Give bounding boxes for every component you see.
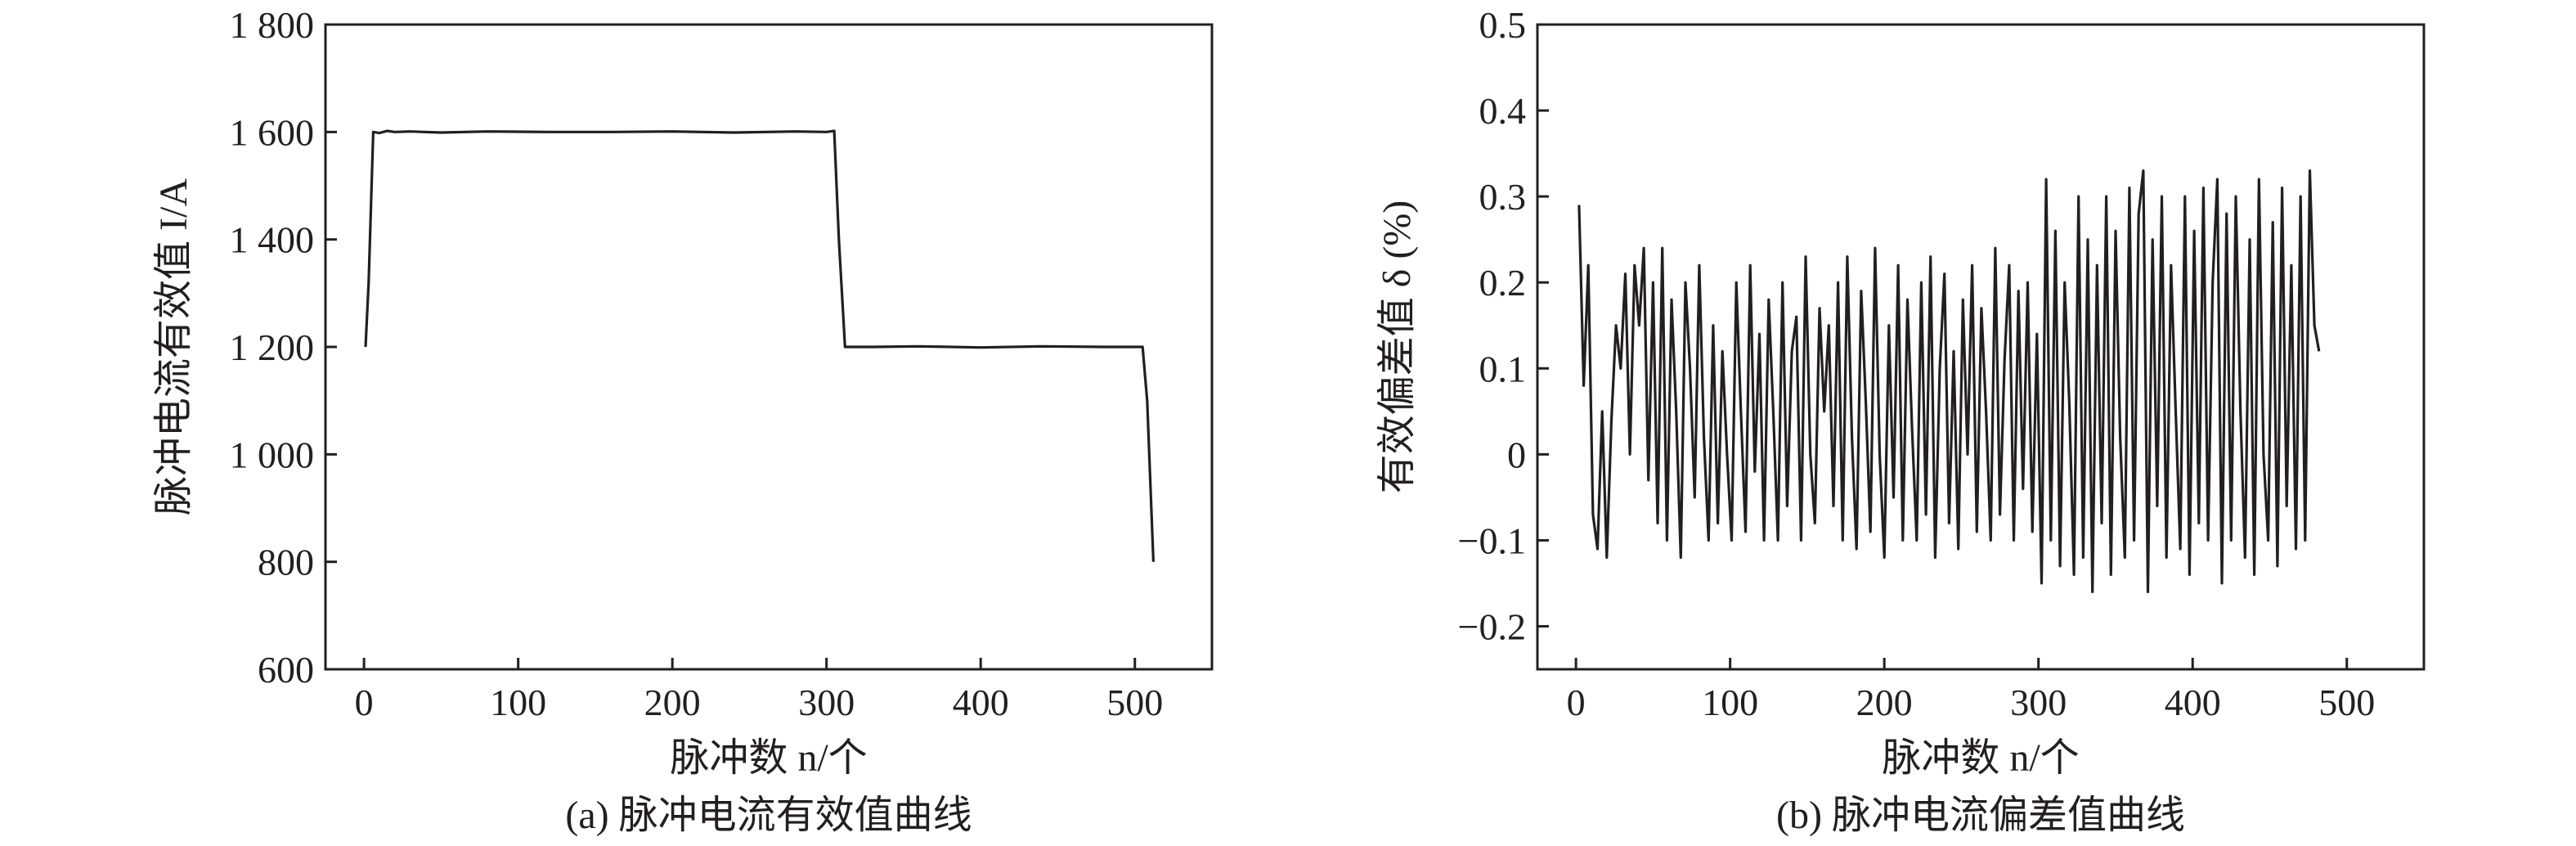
x-axis-label: 脉冲数 n/个 [1882,736,2079,780]
y-tick-label: 0.2 [1479,262,1527,304]
x-tick-label: 100 [1702,682,1758,723]
y-axis-label: 脉冲电流有效值 I/A [152,178,195,515]
y-tick-label: 1 800 [230,4,315,46]
x-tick-label: 200 [644,682,701,723]
x-axis-label: 脉冲数 n/个 [670,736,867,780]
y-tick-label: 1 400 [230,219,315,261]
x-ticks: 0 100 200 300 400 500 [1567,658,2375,723]
x-tick-label: 400 [953,682,1009,723]
panel-caption: (a) 脉冲电流有效值曲线 [565,794,972,837]
x-ticks: 0 100 200 300 400 500 [355,658,1163,723]
panel-a-rms-current-chart: 0 100 200 300 400 500 600 800 1 000 1 200 1 400 1 … [152,4,1214,837]
panel-b-deviation-chart: 0 100 200 300 400 500 −0.2 −0.1 0 0.1 0.2 0.3 0.4 0.… [1376,4,2426,837]
x-tick-label: 300 [798,682,855,723]
y-tick-label: −0.1 [1458,520,1526,561]
x-tick-label: 400 [2165,682,2221,723]
y-tick-label: 600 [258,649,314,691]
y-tick-label: 0.3 [1479,176,1527,218]
y-tick-label: 0.4 [1479,90,1527,132]
x-tick-label: 300 [2010,682,2067,723]
y-ticks: 600 800 1 000 1 200 1 400 1 600 1 800 [230,4,337,691]
plot-frame [1536,23,2426,671]
y-tick-label: 1 200 [230,326,315,368]
y-tick-label: 1 600 [230,111,315,153]
y-tick-label: 0 [1507,434,1526,475]
y-tick-label: 0.1 [1479,348,1527,389]
x-tick-label: 0 [1567,682,1586,723]
series-line [1577,169,2321,593]
x-tick-label: 500 [2318,682,2375,723]
panel-caption: (b) 脉冲电流偏差值曲线 [1776,794,2185,837]
x-tick-label: 500 [1106,682,1163,723]
y-tick-label: 0.5 [1479,4,1527,46]
x-tick-label: 200 [1856,682,1913,723]
x-tick-label: 0 [355,682,374,723]
x-tick-label: 100 [490,682,546,723]
y-axis-label: 有效偏差值 δ (%) [1376,200,1419,494]
y-tick-label: 800 [258,542,314,583]
y-tick-label: −0.2 [1458,605,1526,647]
y-tick-label: 1 000 [230,434,315,475]
series-line [364,129,1155,562]
y-ticks: −0.2 −0.1 0 0.1 0.2 0.3 0.4 0.5 [1458,4,1549,647]
